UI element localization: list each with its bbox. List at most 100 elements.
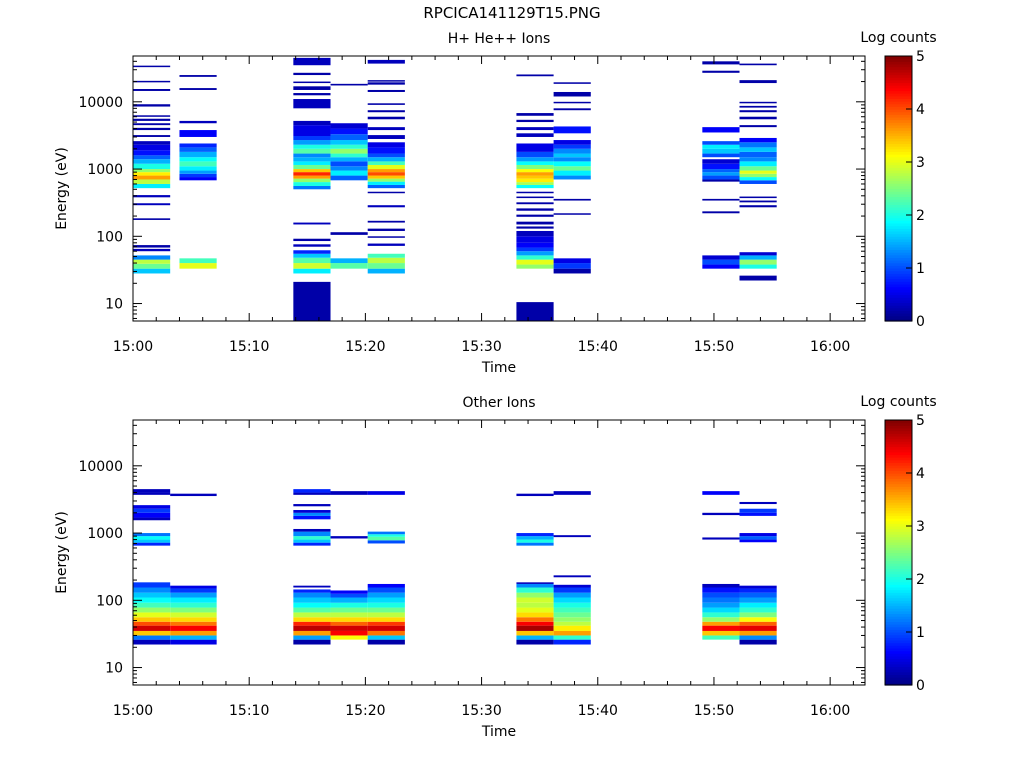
energy-bin xyxy=(293,512,331,516)
energy-bin xyxy=(367,89,405,92)
energy-bin xyxy=(330,83,368,86)
colorbar-segment xyxy=(885,74,912,78)
energy-bin xyxy=(330,597,368,603)
colorbar-segment xyxy=(885,212,912,216)
energy-bin xyxy=(516,602,554,608)
colorbar-segment xyxy=(885,483,912,487)
energy-bin xyxy=(293,169,331,173)
colorbar-segment xyxy=(885,124,912,129)
colorbar-segment xyxy=(885,526,912,530)
colorbar-segment xyxy=(885,148,912,152)
energy-bin xyxy=(367,540,405,544)
colorbar-segment xyxy=(885,663,912,668)
colorbar-segment xyxy=(885,201,912,205)
energy-bin xyxy=(133,195,171,198)
energy-bin xyxy=(133,602,171,608)
colorbar-segment xyxy=(885,502,912,506)
energy-bin xyxy=(367,59,405,64)
energy-bin xyxy=(133,533,171,537)
energy-bin xyxy=(739,625,777,631)
energy-bin xyxy=(739,585,777,589)
colorbar-segment xyxy=(885,435,912,440)
energy-bin xyxy=(330,602,368,608)
energy-bin xyxy=(293,607,331,613)
energy-bin xyxy=(293,589,331,593)
energy-bin xyxy=(516,255,554,260)
energy-bin xyxy=(553,126,591,134)
time-column xyxy=(367,491,405,645)
colorbar-segment xyxy=(885,679,912,683)
colorbar-segment xyxy=(885,156,912,160)
energy-bin xyxy=(293,617,331,622)
colorbar-segment xyxy=(885,457,912,461)
colorbar-segment xyxy=(885,138,912,142)
energy-bin xyxy=(367,621,405,626)
energy-bin xyxy=(179,120,217,124)
energy-bin xyxy=(553,166,591,171)
energy-bin xyxy=(702,255,740,260)
colorbar-segment xyxy=(885,93,912,97)
colorbar-segment xyxy=(885,313,912,317)
energy-bin xyxy=(516,587,554,593)
colorbar-segment xyxy=(885,671,912,675)
energy-bin xyxy=(739,252,777,256)
energy-bin xyxy=(179,173,217,178)
colorbar-segment xyxy=(885,265,912,269)
energy-bin xyxy=(553,101,591,104)
x-tick-label: 15:10 xyxy=(229,703,269,719)
energy-bin xyxy=(367,135,405,139)
energy-bin xyxy=(702,537,740,540)
energy-bin xyxy=(179,263,217,269)
time-column xyxy=(330,491,368,640)
x-tick-label: 16:00 xyxy=(810,339,850,355)
energy-bin xyxy=(702,583,740,588)
energy-bin xyxy=(367,617,405,622)
energy-bin xyxy=(702,127,740,133)
colorbar-segment xyxy=(885,613,912,617)
colorbar-segment xyxy=(885,674,912,678)
x-tick-label: 15:30 xyxy=(461,339,501,355)
colorbar-segment xyxy=(885,645,912,649)
energy-bin xyxy=(516,592,554,598)
colorbar-segment xyxy=(885,114,912,118)
energy-bin xyxy=(702,163,740,170)
colorbar-segment xyxy=(885,584,912,588)
time-column xyxy=(739,501,777,645)
energy-bin xyxy=(330,153,368,158)
energy-bin xyxy=(179,130,217,137)
energy-bin xyxy=(553,157,591,162)
energy-bin xyxy=(330,170,368,176)
energy-bin xyxy=(330,621,368,626)
colorbar-segment xyxy=(885,568,912,572)
energy-bin xyxy=(739,259,777,265)
energy-bin xyxy=(367,268,405,274)
time-column xyxy=(133,65,171,274)
energy-bin xyxy=(739,63,777,66)
colorbar-segment xyxy=(885,307,912,311)
energy-bin xyxy=(367,178,405,182)
colorbar-segment xyxy=(885,618,912,622)
energy-bin xyxy=(133,512,171,518)
colorbar-tick-label: 5 xyxy=(916,49,925,65)
energy-bin xyxy=(133,175,171,180)
energy-bin xyxy=(367,491,405,495)
colorbar-segment xyxy=(885,473,912,477)
energy-bin xyxy=(702,169,740,173)
energy-bin xyxy=(739,512,777,516)
colorbar-segment xyxy=(885,549,912,554)
energy-bin xyxy=(179,75,217,77)
energy-bin xyxy=(516,119,554,123)
colorbar-segment xyxy=(885,579,912,583)
energy-bin xyxy=(739,151,777,158)
energy-bin xyxy=(293,238,331,242)
energy-bin xyxy=(702,617,740,622)
colorbar-segment xyxy=(885,180,912,184)
energy-bin xyxy=(293,182,331,186)
energy-bin xyxy=(553,607,591,613)
energy-bin xyxy=(170,607,217,613)
energy-bin xyxy=(330,134,368,141)
energy-bin xyxy=(739,602,777,608)
colorbar-segment xyxy=(885,241,912,245)
colorbar-segment xyxy=(885,512,912,516)
